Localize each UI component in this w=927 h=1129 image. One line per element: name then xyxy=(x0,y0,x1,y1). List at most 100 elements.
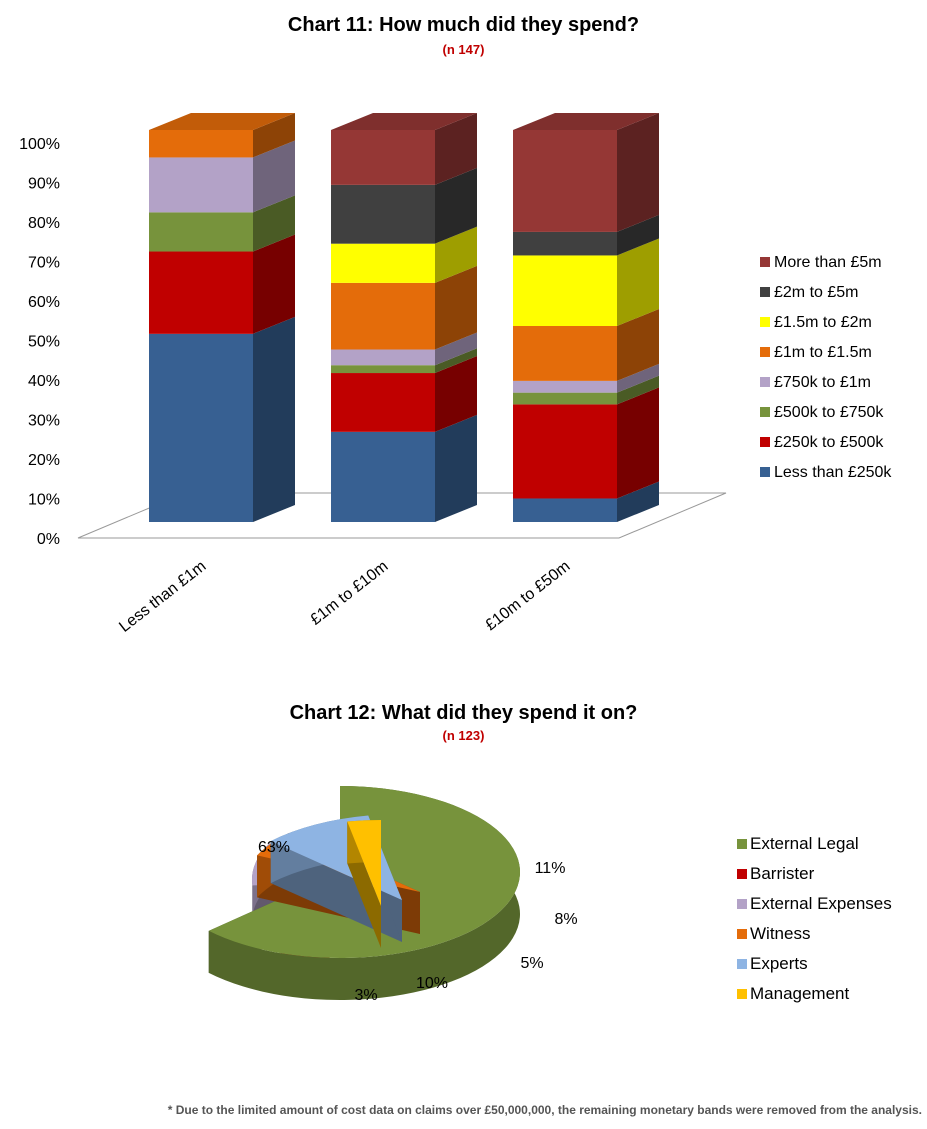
legend-label: External Expenses xyxy=(750,894,892,913)
pie-data-label: 11% xyxy=(535,860,566,877)
bar-segment-side xyxy=(617,309,659,381)
footnote: * Due to the limited amount of cost data… xyxy=(167,1103,922,1117)
legend-label: £250k to £500k xyxy=(774,434,884,451)
legend-label: £1m to £1.5m xyxy=(774,344,872,361)
y-tick-label: 0% xyxy=(37,531,60,548)
pie-data-label: 10% xyxy=(416,975,448,992)
legend-label: £2m to £5m xyxy=(774,284,858,301)
bar-segment xyxy=(149,333,253,522)
y-tick-label: 70% xyxy=(28,255,60,272)
bar-segment-side xyxy=(253,113,295,158)
bar-segment xyxy=(149,212,253,252)
legend-label: £500k to £750k xyxy=(774,404,884,421)
legend-swatch xyxy=(737,929,747,939)
legend-swatch xyxy=(760,317,770,327)
bar-segment-top xyxy=(331,113,477,130)
bar-segment-side xyxy=(435,113,477,185)
y-tick-label: 10% xyxy=(28,492,60,509)
legend-label: Witness xyxy=(750,924,810,943)
y-tick-label: 30% xyxy=(28,413,60,430)
y-tick-label: 20% xyxy=(28,452,60,469)
y-tick-label: 40% xyxy=(28,373,60,390)
bar-segment-side xyxy=(253,140,295,213)
legend-swatch xyxy=(760,347,770,357)
bar-segment-side xyxy=(435,167,477,244)
bar-segment-top xyxy=(149,113,295,130)
bar-segment-side xyxy=(435,226,477,283)
legend-label: £750k to £1m xyxy=(774,374,871,391)
legend-swatch xyxy=(737,959,747,969)
bar-segment-side xyxy=(435,356,477,432)
legend-swatch xyxy=(760,377,770,387)
bar-segment xyxy=(331,130,435,185)
chart11-plot xyxy=(77,113,770,539)
chart12-title: Chart 12: What did they spend it on? xyxy=(289,702,638,724)
legend-swatch xyxy=(760,287,770,297)
bar-segment xyxy=(513,380,617,393)
pie-data-label: 63% xyxy=(258,839,290,856)
bar-segment-side xyxy=(617,375,659,405)
bar-segment xyxy=(513,326,617,381)
legend-swatch xyxy=(737,839,747,849)
bar-segment xyxy=(331,431,435,522)
bar-segment xyxy=(149,157,253,213)
bar-segment-side xyxy=(253,195,295,252)
bar-segment-side xyxy=(617,387,659,499)
bar-segment-side xyxy=(617,238,659,326)
chart11-subtitle: (n 147) xyxy=(442,42,485,57)
bar-segment xyxy=(513,130,617,232)
y-tick-label: 50% xyxy=(28,334,60,351)
legend-label: Management xyxy=(750,984,850,1003)
legend-swatch xyxy=(760,257,770,267)
legend-swatch xyxy=(760,407,770,417)
bar-segment xyxy=(513,231,617,256)
bar-segment xyxy=(331,243,435,283)
bar-segment-side xyxy=(617,481,659,522)
bar-segment xyxy=(149,130,253,158)
bar-segment xyxy=(331,365,435,374)
bar-segment xyxy=(331,373,435,432)
pie-data-label: 3% xyxy=(354,987,377,1004)
chart12-subtitle: (n 123) xyxy=(442,728,485,743)
legend-label: Experts xyxy=(750,954,808,973)
y-tick-label: 80% xyxy=(28,215,60,232)
bar-segment-top xyxy=(513,113,659,130)
legend-swatch xyxy=(737,869,747,879)
legend-label: Barrister xyxy=(750,864,815,883)
bar-segment-side xyxy=(617,214,659,256)
legend-swatch xyxy=(737,989,747,999)
bar-segment-side xyxy=(435,348,477,374)
bar-segment-side xyxy=(435,332,477,366)
bar-segment-side xyxy=(617,113,659,232)
legend-swatch xyxy=(760,467,770,477)
pie-slice xyxy=(347,820,381,906)
legend-label: External Legal xyxy=(750,834,859,853)
bar-segment xyxy=(331,184,435,244)
legend-label: £1.5m to £2m xyxy=(774,314,872,331)
legend-swatch xyxy=(737,899,747,909)
x-tick-label: £1m to £10m xyxy=(307,558,391,629)
legend-label: More than £5m xyxy=(774,254,882,271)
pie-data-label: 8% xyxy=(554,911,577,928)
x-tick-label: Less than £1m xyxy=(116,558,209,636)
bar-segment-side xyxy=(253,316,295,522)
pie-data-label: 5% xyxy=(520,955,543,972)
x-tick-label: £10m to £50m xyxy=(482,558,573,634)
bar-segment-side xyxy=(617,363,659,393)
y-tick-label: 90% xyxy=(28,176,60,193)
bar-segment-side xyxy=(435,414,477,522)
bar-segment xyxy=(513,498,617,522)
chart12-plot xyxy=(208,786,747,1000)
bar-segment xyxy=(513,255,617,326)
y-tick-label: 100% xyxy=(19,136,60,153)
bar-segment-side xyxy=(253,234,295,334)
legend-swatch xyxy=(760,437,770,447)
bar-segment xyxy=(149,251,253,334)
bar-segment-side xyxy=(435,265,477,350)
bar-segment xyxy=(513,404,617,499)
y-tick-label: 60% xyxy=(28,294,60,311)
legend-label: Less than £250k xyxy=(774,464,892,481)
bar-segment xyxy=(331,282,435,350)
chart11-title: Chart 11: How much did they spend? xyxy=(287,14,640,36)
